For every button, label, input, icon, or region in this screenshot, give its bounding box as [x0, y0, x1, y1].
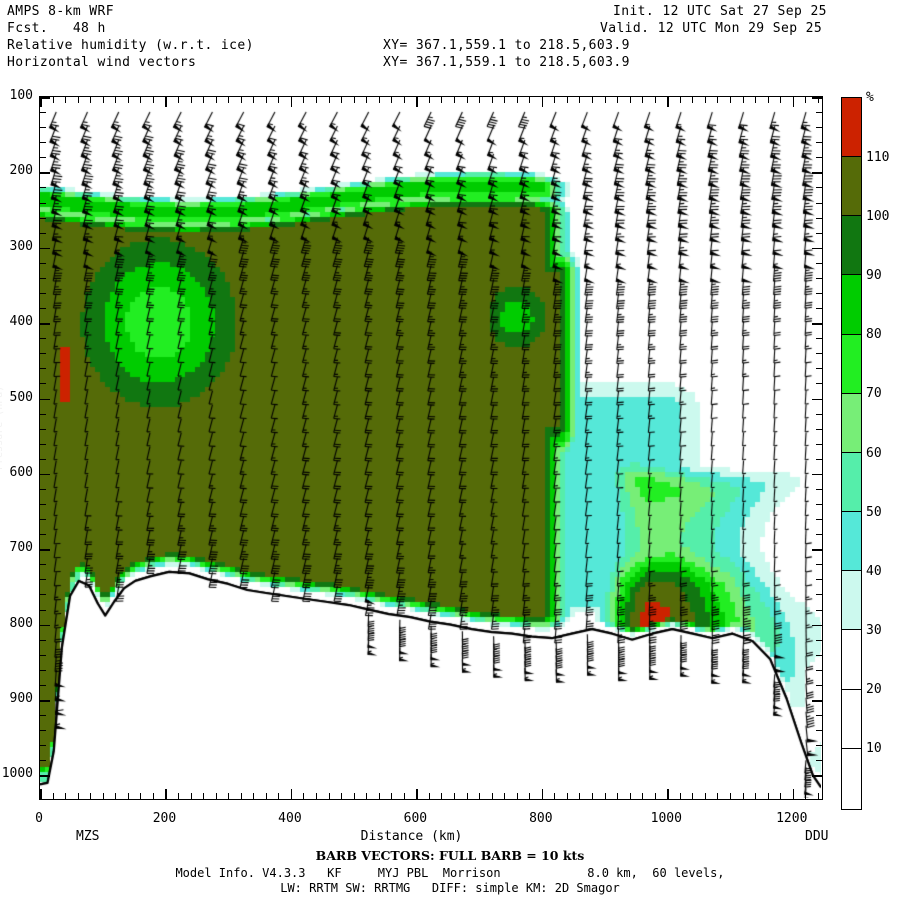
model-title: AMPS 8-km WRF [7, 4, 114, 19]
colorbar-band [842, 216, 861, 276]
valid-time: Valid. 12 UTC Mon 29 Sep 25 [600, 21, 823, 36]
colorbar-tick-label: 50 [866, 504, 882, 520]
colorbar-tick-label: 70 [866, 386, 882, 402]
y-tick-label: 500 [9, 389, 33, 405]
colorbar-band [842, 689, 861, 749]
colorbar-band [842, 452, 861, 513]
colorbar[interactable] [841, 97, 862, 810]
cross-section-endpoints-wind: XY= 367.1,559.1 to 218.5,603.9 [383, 55, 630, 70]
colorbar-tick-label: 110 [866, 149, 890, 165]
y-tick-label: 1000 [1, 766, 33, 782]
cross-section-endpoints-humidity: XY= 367.1,559.1 to 218.5,603.9 [383, 38, 630, 53]
colorbar-band [842, 157, 861, 217]
init-time: Init. 12 UTC Sat 27 Sep 25 [613, 4, 827, 19]
field-label-wind: Horizontal wind vectors [7, 55, 197, 70]
colorbar-band [842, 630, 861, 690]
colorbar-band [842, 275, 861, 335]
physics-info-line: LW: RRTM SW: RRTMG DIFF: simple KM: 2D S… [280, 881, 620, 895]
colorbar-band [842, 748, 861, 808]
y-tick-label: 300 [9, 238, 33, 254]
field-label-humidity: Relative humidity (w.r.t. ice) [7, 38, 254, 53]
colorbar-unit: % [866, 90, 874, 105]
x-tick-label: 0 [35, 811, 43, 826]
colorbar-tick-label: 30 [866, 623, 882, 638]
barb-legend-note: BARB VECTORS: FULL BARB = 10 kts [315, 848, 585, 863]
x-tick-label: 800 [529, 811, 553, 826]
x-tick-label: 600 [403, 811, 428, 826]
colorbar-band [842, 512, 861, 572]
x-tick-label: 1000 [650, 811, 682, 826]
colorbar-tick-label: 60 [866, 445, 882, 461]
colorbar-band [842, 98, 861, 158]
y-tick-label: 800 [9, 615, 33, 631]
x-tick-label: 400 [278, 811, 302, 826]
colorbar-tick-label: 20 [866, 682, 882, 698]
colorbar-band [842, 334, 861, 394]
y-tick-label: 100 [9, 88, 33, 103]
x-axis-title: Distance (km) [360, 829, 463, 844]
colorbar-tick-label: 90 [866, 268, 882, 283]
y-tick-label: 900 [9, 691, 33, 706]
station-label-start: MZS [76, 829, 100, 844]
colorbar-tick-label: 10 [866, 741, 882, 757]
x-tick-label: 1200 [776, 811, 808, 826]
station-label-end: DDU [805, 829, 829, 844]
x-tick-label: 200 [152, 811, 177, 826]
y-tick-label: 200 [9, 163, 33, 179]
y-tick-label: 600 [9, 464, 33, 480]
colorbar-tick-label: 100 [866, 208, 890, 224]
colorbar-band [842, 571, 861, 631]
humidity-field [40, 97, 821, 798]
cross-section-plot[interactable] [39, 96, 823, 800]
forecast-hour: Fcst. 48 h [7, 21, 106, 36]
colorbar-tick-label: 80 [866, 327, 882, 343]
colorbar-tick-label: 40 [866, 563, 882, 579]
colorbar-band [842, 393, 861, 453]
y-tick-label: 400 [9, 314, 33, 330]
model-info-line: Model Info. V4.3.3 KF MYJ PBL Morrison 8… [175, 866, 725, 880]
y-tick-label: 700 [9, 540, 33, 556]
